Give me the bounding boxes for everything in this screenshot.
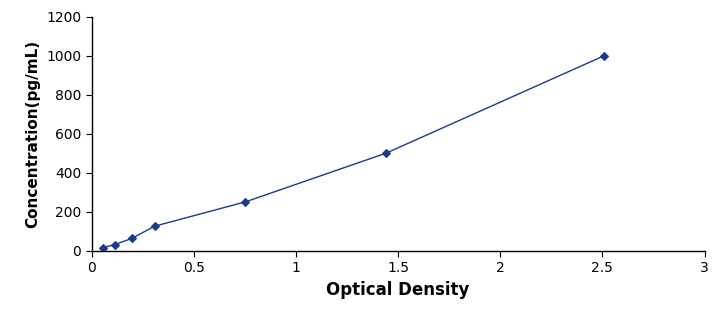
Y-axis label: Concentration(pg/mL): Concentration(pg/mL)	[25, 40, 40, 228]
X-axis label: Optical Density: Optical Density	[326, 281, 469, 299]
